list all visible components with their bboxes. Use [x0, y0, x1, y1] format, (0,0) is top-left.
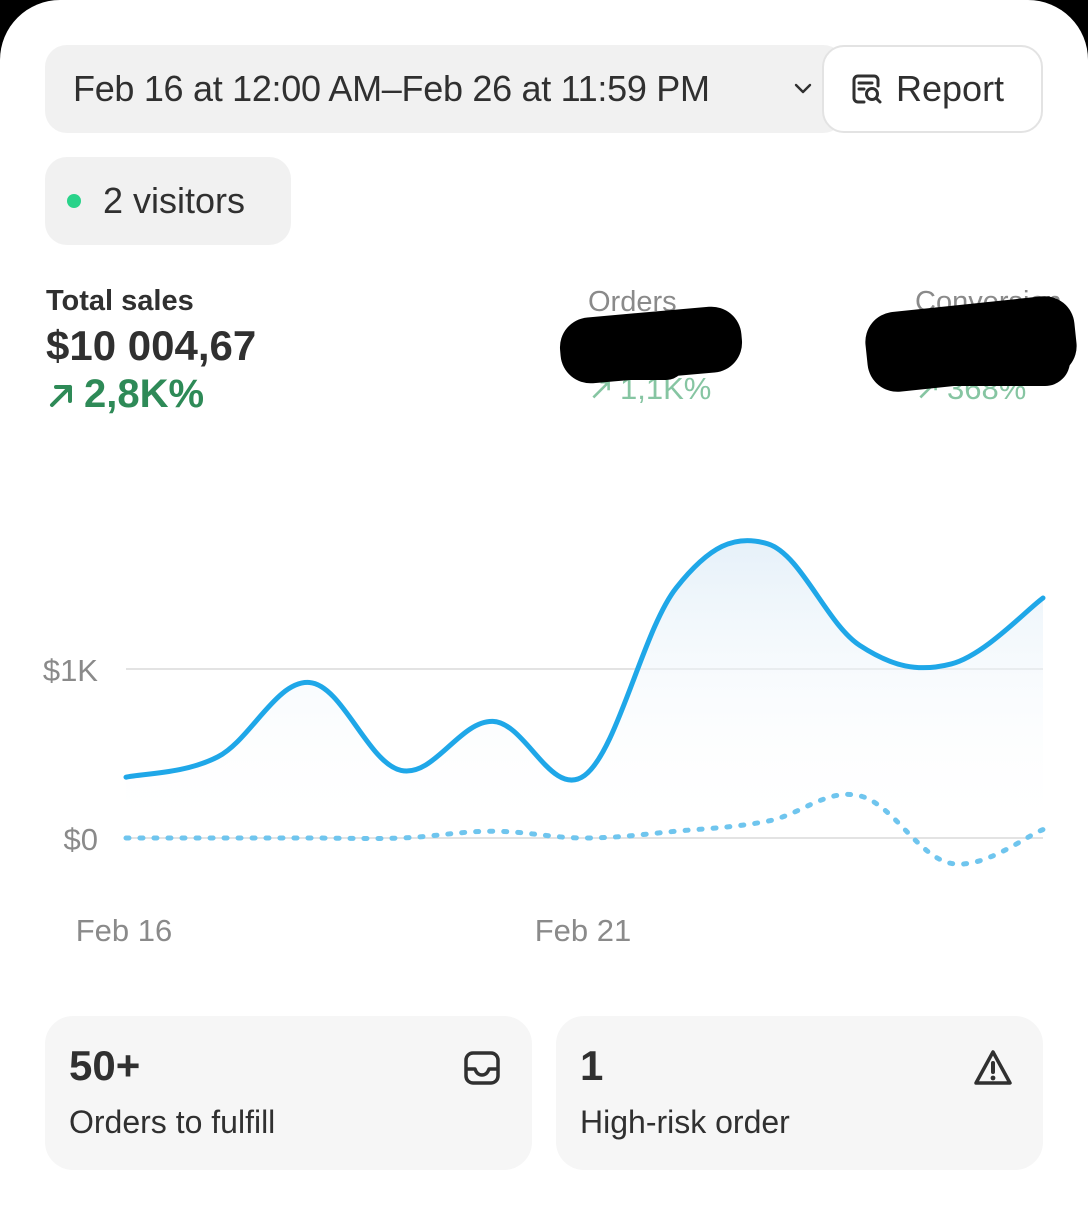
chevron-down-icon: [794, 83, 812, 94]
sales-line-current: [123, 538, 1046, 783]
date-range-label: Feb 16 at 12:00 AM–Feb 26 at 11:59 PM: [73, 68, 710, 109]
orders-to-fulfill-label: Orders to fulfill: [69, 1104, 276, 1140]
y-tick-1k: $1K: [43, 653, 98, 688]
report-label: Report: [896, 68, 1005, 109]
report-search-icon: [852, 74, 882, 104]
redaction-mark-orders-2: [566, 340, 686, 380]
high-risk-count: 1: [580, 1042, 604, 1089]
tile-high-risk-order[interactable]: 1 High-risk order: [556, 1016, 1043, 1170]
arrow-up-right-icon: [50, 384, 72, 407]
x-tick-feb16: Feb 16: [76, 913, 173, 948]
total-sales-title: Total sales: [46, 285, 194, 317]
metric-total-sales[interactable]: Total sales $10 004,67 2,8K%: [46, 285, 256, 417]
orders-to-fulfill-count: 50+: [69, 1042, 141, 1089]
report-button[interactable]: Report: [822, 45, 1043, 133]
sales-chart: $1K $0 Feb 16 Feb 21: [43, 538, 1046, 948]
inbox-icon: [464, 1051, 500, 1085]
total-sales-change: 2,8K%: [84, 372, 205, 416]
total-sales-value: $10 004,67: [46, 322, 257, 369]
date-range-button[interactable]: Feb 16 at 12:00 AM–Feb 26 at 11:59 PM: [45, 45, 845, 133]
y-tick-0: $0: [64, 822, 98, 857]
live-visitors-badge[interactable]: 2 visitors: [45, 157, 291, 245]
visitors-label: 2 visitors: [103, 180, 246, 221]
alert-triangle-icon: [974, 1050, 1012, 1085]
sales-area-fill: [126, 540, 1043, 838]
x-tick-feb21: Feb 21: [535, 913, 632, 948]
redaction-mark-conversion-2: [900, 336, 1070, 386]
tile-orders-to-fulfill[interactable]: 50+ Orders to fulfill: [45, 1016, 532, 1170]
live-status-dot: [67, 194, 81, 208]
high-risk-label: High-risk order: [580, 1104, 790, 1140]
